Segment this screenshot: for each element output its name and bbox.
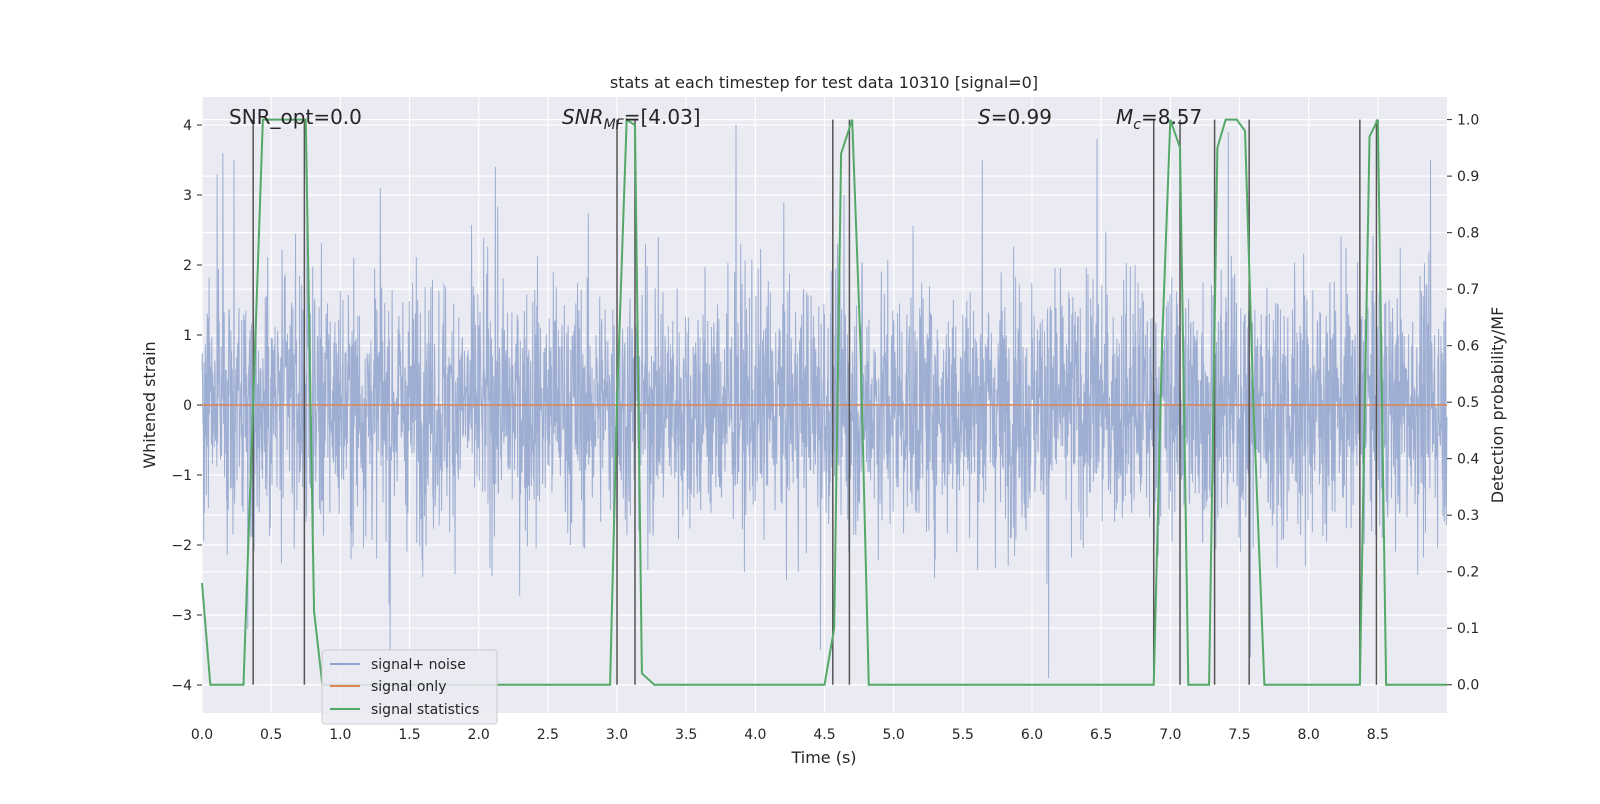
x-tick-label: 7.0 bbox=[1159, 727, 1181, 743]
annotation-mc-val: =8.57 bbox=[1141, 105, 1202, 129]
annotation-s-var: S bbox=[978, 105, 991, 129]
x-tick-label: 4.5 bbox=[813, 727, 835, 743]
y-right-tick-label: 0.7 bbox=[1457, 282, 1479, 298]
y-axis-left-label: Whitened strain bbox=[140, 341, 159, 468]
annotation-s-val: =0.99 bbox=[991, 105, 1052, 129]
x-tick-label: 0.0 bbox=[191, 727, 213, 743]
x-axis-label: Time (s) bbox=[790, 748, 856, 767]
x-tick-label: 1.5 bbox=[398, 727, 420, 743]
x-tick-label: 1.0 bbox=[329, 727, 351, 743]
y-right-tick-label: 0.2 bbox=[1457, 565, 1479, 581]
legend: signal+ noise signal only signal statist… bbox=[322, 650, 497, 724]
y-left-tick-label: −2 bbox=[171, 538, 192, 554]
annotation-snr-mf-sub: MF bbox=[604, 117, 625, 133]
x-tick-label: 3.5 bbox=[675, 727, 697, 743]
y-right-tick-label: 0.4 bbox=[1457, 452, 1479, 468]
y-right-tick-label: 0.8 bbox=[1457, 226, 1479, 242]
y-right-tick-label: 0.3 bbox=[1457, 508, 1479, 524]
y-left-tick-label: 4 bbox=[183, 118, 192, 134]
annotation-mc: Mc=8.57 bbox=[1116, 105, 1202, 133]
y-left-tick-label: 1 bbox=[183, 328, 192, 344]
x-tick-label: 7.5 bbox=[1228, 727, 1250, 743]
x-tick-label: 5.0 bbox=[883, 727, 905, 743]
y-right-tick-label: 0.9 bbox=[1457, 169, 1479, 185]
x-tick-label: 2.5 bbox=[537, 727, 559, 743]
legend-label-noise: signal+ noise bbox=[371, 657, 466, 673]
x-tick-label: 2.0 bbox=[468, 727, 490, 743]
y-right-tick-label: 0.5 bbox=[1457, 395, 1479, 411]
y-left-tick-label: 2 bbox=[183, 258, 192, 274]
x-tick-label: 4.0 bbox=[744, 727, 766, 743]
legend-label-statistics: signal statistics bbox=[371, 702, 479, 718]
x-tick-label: 8.0 bbox=[1298, 727, 1320, 743]
y-right-tick-label: 0.1 bbox=[1457, 621, 1479, 637]
annotation-snr-mf: SNRMF=[4.03] bbox=[562, 105, 701, 133]
legend-label-signal: signal only bbox=[371, 679, 446, 695]
x-tick-label: 3.0 bbox=[606, 727, 628, 743]
x-tick-label: 8.5 bbox=[1367, 727, 1389, 743]
x-tick-label: 5.5 bbox=[952, 727, 974, 743]
y-left-tick-label: −4 bbox=[171, 678, 192, 694]
annotation-mc-var: M bbox=[1116, 105, 1133, 129]
chart-title: stats at each timestep for test data 103… bbox=[610, 73, 1038, 92]
y-left-tick-label: −3 bbox=[171, 608, 192, 624]
annotation-snr-opt: SNR_opt=0.0 bbox=[229, 105, 362, 129]
y-right-tick-label: 0.6 bbox=[1457, 339, 1479, 355]
y-left-tick-label: −1 bbox=[171, 468, 192, 484]
y-axis-right-label: Detection probability/MF bbox=[1488, 307, 1507, 504]
y-left-tick-label: 0 bbox=[183, 398, 192, 414]
y-right-tick-label: 1.0 bbox=[1457, 113, 1479, 129]
annotation-snr-mf-val: =[4.03] bbox=[624, 105, 701, 129]
x-tick-label: 0.5 bbox=[260, 727, 282, 743]
y-left-tick-label: 3 bbox=[183, 188, 192, 204]
annotation-s: S=0.99 bbox=[978, 105, 1052, 129]
x-tick-label: 6.0 bbox=[1021, 727, 1043, 743]
annotation-snr-mf-var: SNR bbox=[562, 105, 604, 129]
x-tick-label: 6.5 bbox=[1090, 727, 1112, 743]
y-right-tick-label: 0.0 bbox=[1457, 678, 1479, 694]
